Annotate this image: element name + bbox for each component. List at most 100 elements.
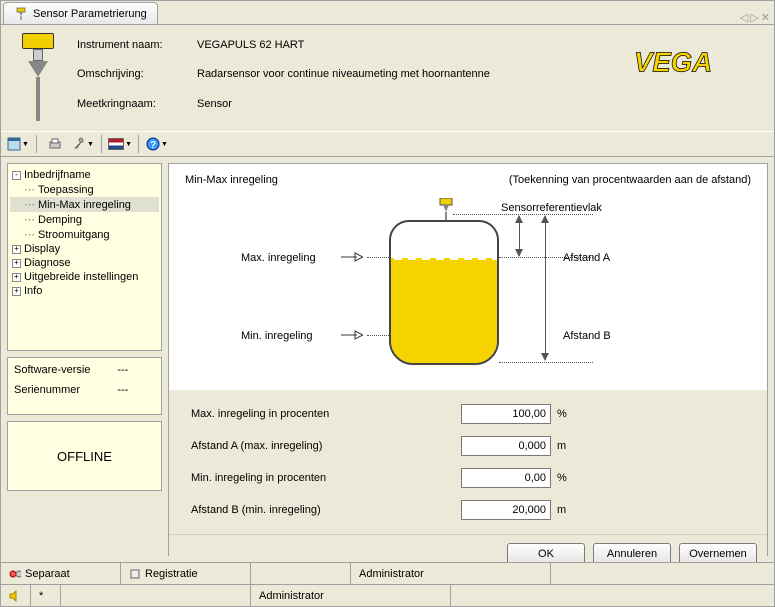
tree-branch-icon: ⋯ bbox=[24, 198, 35, 211]
expand-icon[interactable]: + bbox=[12, 259, 21, 268]
instrument-name-value: VEGAPULS 62 HART bbox=[197, 39, 490, 64]
ok-button[interactable]: OK bbox=[507, 543, 585, 562]
tab-close-icon[interactable]: ✕ bbox=[761, 11, 770, 24]
chevron-down-icon: ▼ bbox=[87, 141, 94, 148]
distance-b-label: Afstand B bbox=[563, 330, 611, 342]
form-unit: m bbox=[551, 440, 571, 452]
tree-item-label: Display bbox=[24, 243, 60, 255]
status-label: Administrator bbox=[259, 590, 324, 602]
sensor-image bbox=[13, 33, 63, 123]
tree-item-label: Diagnose bbox=[24, 257, 70, 269]
description-label: Omschrijving: bbox=[77, 68, 197, 93]
offline-panel: OFFLINE bbox=[7, 421, 162, 491]
form-label: Afstand B (min. inregeling) bbox=[191, 504, 461, 516]
status-bar-2: * Administrator bbox=[1, 584, 774, 606]
expand-icon[interactable]: + bbox=[12, 245, 21, 254]
svg-text:?: ? bbox=[150, 140, 156, 151]
status-cell: * bbox=[31, 585, 61, 606]
software-version-label: Software-versie bbox=[14, 364, 117, 376]
max-adjust-label: Max. inregeling bbox=[241, 252, 316, 264]
status-cell bbox=[61, 585, 251, 606]
serial-number-value: --- bbox=[117, 384, 155, 396]
content: -Inbedrijfname⋯Toepassing⋯Min-Max inrege… bbox=[1, 157, 774, 562]
tree-item-label: Info bbox=[24, 285, 42, 297]
status-bar-1: Separaat Registratie Administrator bbox=[1, 562, 774, 584]
tree-item-label: Uitgebreide instellingen bbox=[24, 271, 138, 283]
tree-item[interactable]: +Diagnose bbox=[10, 256, 159, 270]
tab-prev-icon[interactable]: ◁ bbox=[740, 11, 748, 24]
tab-sensor-param[interactable]: Sensor Parametrierung bbox=[3, 2, 158, 24]
info-panel: Software-versie --- Serienummer --- bbox=[7, 357, 162, 415]
tree-branch-icon: ⋯ bbox=[24, 183, 35, 196]
status-label: Registratie bbox=[145, 568, 198, 580]
form-input-0[interactable] bbox=[461, 404, 551, 424]
serial-number-label: Serienummer bbox=[14, 384, 117, 396]
wrench-icon bbox=[72, 137, 86, 151]
svg-text:VEGA: VEGA bbox=[634, 46, 712, 77]
tree-item[interactable]: ⋯Toepassing bbox=[10, 182, 159, 197]
tank-diagram: Max. inregeling Min. inregeling Sensorre… bbox=[169, 190, 767, 390]
expand-icon[interactable]: + bbox=[12, 273, 21, 282]
main-panel: Min-Max inregeling (Toekenning van proce… bbox=[168, 163, 768, 556]
form-label: Min. inregeling in procenten bbox=[191, 472, 461, 484]
loop-name-label: Meetkringnaam: bbox=[77, 98, 197, 123]
min-adjust-label: Min. inregeling bbox=[241, 330, 313, 342]
expand-icon[interactable]: + bbox=[12, 287, 21, 296]
tree-item-label: Stroomuitgang bbox=[38, 229, 110, 241]
apply-button[interactable]: Overnemen bbox=[679, 543, 757, 562]
form-label: Afstand A (max. inregeling) bbox=[191, 440, 461, 452]
language-button[interactable]: ▼ bbox=[107, 133, 133, 155]
layout-button[interactable]: ▼ bbox=[5, 133, 31, 155]
print-icon bbox=[48, 137, 62, 151]
tree-item-label: Toepassing bbox=[38, 184, 94, 196]
status-cell: Registratie bbox=[121, 563, 251, 584]
tree-item[interactable]: -Inbedrijfname bbox=[10, 168, 159, 182]
tree-item-label: Min-Max inregeling bbox=[38, 199, 131, 211]
tree-item[interactable]: ⋯Min-Max inregeling bbox=[10, 197, 159, 212]
tab-next-icon[interactable]: ▷ bbox=[750, 11, 758, 24]
status-label: * bbox=[39, 590, 43, 602]
status-cell bbox=[1, 585, 31, 606]
form-input-1[interactable] bbox=[461, 436, 551, 456]
tree-item[interactable]: ⋯Stroomuitgang bbox=[10, 227, 159, 242]
tree-item[interactable]: +Display bbox=[10, 242, 159, 256]
collapse-icon[interactable]: - bbox=[12, 171, 21, 180]
tab-bar: Sensor Parametrierung ◁ ▷ ✕ bbox=[1, 1, 774, 25]
form-input-2[interactable] bbox=[461, 468, 551, 488]
instrument-name-label: Instrument naam: bbox=[77, 39, 197, 64]
help-button[interactable]: ? ▼ bbox=[144, 133, 170, 155]
form-unit: % bbox=[551, 472, 571, 484]
header: Instrument naam: VEGAPULS 62 HART Omschr… bbox=[1, 25, 774, 131]
toolbar: ▼ ▼ ▼ ? ▼ bbox=[1, 131, 774, 157]
chevron-down-icon: ▼ bbox=[161, 141, 168, 148]
distance-a-label: Afstand A bbox=[563, 252, 610, 264]
sensor-icon bbox=[14, 7, 28, 21]
tree-item-label: Inbedrijfname bbox=[24, 169, 91, 181]
offline-label: OFFLINE bbox=[57, 449, 112, 464]
tree-item[interactable]: +Info bbox=[10, 284, 159, 298]
header-info: Instrument naam: VEGAPULS 62 HART Omschr… bbox=[77, 33, 490, 123]
status-cell: Administrator bbox=[351, 563, 551, 584]
form-input-3[interactable] bbox=[461, 500, 551, 520]
loop-name-value: Sensor bbox=[197, 98, 490, 123]
print-button[interactable] bbox=[42, 133, 68, 155]
chevron-down-icon: ▼ bbox=[22, 141, 29, 148]
arrow-icon bbox=[341, 330, 363, 340]
tools-button[interactable]: ▼ bbox=[70, 133, 96, 155]
nav-tree: -Inbedrijfname⋯Toepassing⋯Min-Max inrege… bbox=[7, 163, 162, 351]
status-label: Separaat bbox=[25, 568, 70, 580]
status-label: Administrator bbox=[359, 568, 424, 580]
flag-nl-icon bbox=[108, 138, 124, 150]
tree-item[interactable]: ⋯Demping bbox=[10, 212, 159, 227]
status-cell bbox=[251, 563, 351, 584]
cancel-button[interactable]: Annuleren bbox=[593, 543, 671, 562]
tree-item-label: Demping bbox=[38, 214, 82, 226]
form-unit: m bbox=[551, 504, 571, 516]
description-value: Radarsensor voor continue niveaumeting m… bbox=[197, 68, 490, 93]
button-row: OK Annuleren Overnemen bbox=[169, 534, 767, 562]
tree-branch-icon: ⋯ bbox=[24, 213, 35, 226]
panel-title: Min-Max inregeling bbox=[185, 174, 278, 186]
form-label: Max. inregeling in procenten bbox=[191, 408, 461, 420]
tab-title: Sensor Parametrierung bbox=[33, 8, 147, 20]
tree-item[interactable]: +Uitgebreide instellingen bbox=[10, 270, 159, 284]
